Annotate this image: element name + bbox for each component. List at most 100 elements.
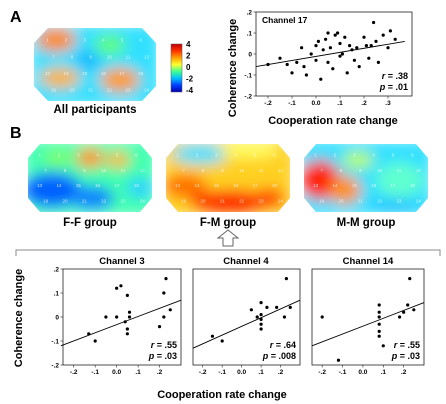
data-point <box>348 44 352 48</box>
data-point <box>362 35 366 39</box>
channel-label: 15 <box>352 183 358 188</box>
channel-label: 7 <box>320 168 323 173</box>
map-caption-all-participants: All participants <box>53 104 136 116</box>
colorbar-tick-label: 0 <box>186 63 191 72</box>
colorbar-tick-label: 4 <box>186 40 191 49</box>
p-value: p = .03 <box>148 351 177 361</box>
data-point <box>300 46 304 50</box>
data-point <box>357 65 361 69</box>
data-point <box>333 33 337 37</box>
data-point <box>87 332 91 336</box>
channel-label: 18 <box>134 183 140 188</box>
y-tick-label: -.2 <box>244 93 252 100</box>
channel-label: 21 <box>88 88 94 93</box>
data-point <box>290 71 294 75</box>
data-point <box>328 46 332 50</box>
channel-label: 22 <box>101 198 107 203</box>
map-ff-group <box>28 144 152 212</box>
data-point <box>119 284 123 288</box>
data-point <box>123 320 127 324</box>
channel-label: 5 <box>392 153 395 158</box>
data-point <box>314 58 318 62</box>
channel-label: 21 <box>220 198 226 203</box>
p-symbol: p <box>379 82 386 92</box>
data-point <box>125 332 129 336</box>
channel-label: 10 <box>377 168 383 173</box>
data-point <box>350 48 354 52</box>
channel-label: 11 <box>259 168 264 173</box>
r-value: r = .38 <box>382 71 408 81</box>
channel-label: 16 <box>101 71 107 76</box>
channel-label: 22 <box>107 88 113 93</box>
bottom-ylabel: Coherence change <box>13 269 25 367</box>
map-mm-group <box>304 144 428 212</box>
data-point <box>388 29 392 33</box>
x-tick-label: .2 <box>361 100 367 107</box>
channel-label: 18 <box>272 183 278 188</box>
channel-label: 4 <box>234 153 237 158</box>
y-tick-label: .2 <box>54 266 60 273</box>
data-point <box>338 54 342 58</box>
channel-label: 8 <box>340 168 343 173</box>
channel-label: 12 <box>278 168 284 173</box>
channel-label: 22 <box>239 198 245 203</box>
channel-label: 14 <box>56 183 62 188</box>
channel-label: 16 <box>95 183 101 188</box>
channel-label: 20 <box>62 198 68 203</box>
channel-label: 17 <box>390 183 396 188</box>
channel-label: 10 <box>239 168 245 173</box>
y-tick-label: -.1 <box>244 72 252 79</box>
data-point <box>125 327 129 331</box>
data-point <box>412 308 416 312</box>
chart-channel-14: -.2 -.1 0.0 .1 .2 Channel 14 r = .55p = .03 <box>311 256 425 376</box>
data-point <box>393 37 397 41</box>
data-point <box>115 286 119 290</box>
data-point <box>377 310 381 314</box>
data-point <box>282 315 287 319</box>
data-point <box>259 317 263 321</box>
data-point <box>278 56 282 60</box>
x-tick-label: -.2 <box>264 100 272 107</box>
channel-label: 23 <box>258 198 264 203</box>
fit-line <box>255 40 405 68</box>
x-tick-label: .3 <box>385 100 391 107</box>
channel-label: 9 <box>83 168 86 173</box>
data-point <box>259 301 263 305</box>
data-point <box>284 277 288 281</box>
data-point <box>331 67 335 71</box>
channel-label: 6 <box>411 153 414 158</box>
channel-label: 5 <box>254 153 257 158</box>
channel-label: 24 <box>416 198 422 203</box>
channel-label: 23 <box>396 198 402 203</box>
channel-label: 1 <box>38 153 41 158</box>
y-tick-label: .2 <box>247 9 253 16</box>
x-tick-label: .2 <box>157 369 163 376</box>
channel-label: 18 <box>138 71 144 76</box>
x-tick-label: .2 <box>401 369 407 376</box>
channel-label: 11 <box>397 168 402 173</box>
channel-label: 15 <box>214 183 220 188</box>
p-number: = .008 <box>268 351 296 361</box>
channel-label: 16 <box>233 183 239 188</box>
channel-label: 20 <box>69 88 75 93</box>
plot-frame <box>192 268 301 366</box>
channel-label: 1 <box>176 153 179 158</box>
x-tick-label: 0.0 <box>112 369 121 376</box>
data-point <box>402 310 406 314</box>
channel-label: 12 <box>416 168 422 173</box>
data-point <box>302 65 306 69</box>
data-point <box>164 277 168 281</box>
data-point <box>127 315 132 319</box>
data-point <box>168 308 172 312</box>
r-number: = .55 <box>154 340 177 350</box>
channel-label: 3 <box>353 153 356 158</box>
data-point <box>321 48 325 52</box>
map-caption-ff-group: F-F group <box>63 217 117 229</box>
channel-label: 15 <box>82 71 88 76</box>
data-point <box>338 41 342 46</box>
channel-label: 13 <box>175 183 181 188</box>
x-tick-label: 0.0 <box>237 369 246 376</box>
channel-label: 8 <box>64 168 67 173</box>
